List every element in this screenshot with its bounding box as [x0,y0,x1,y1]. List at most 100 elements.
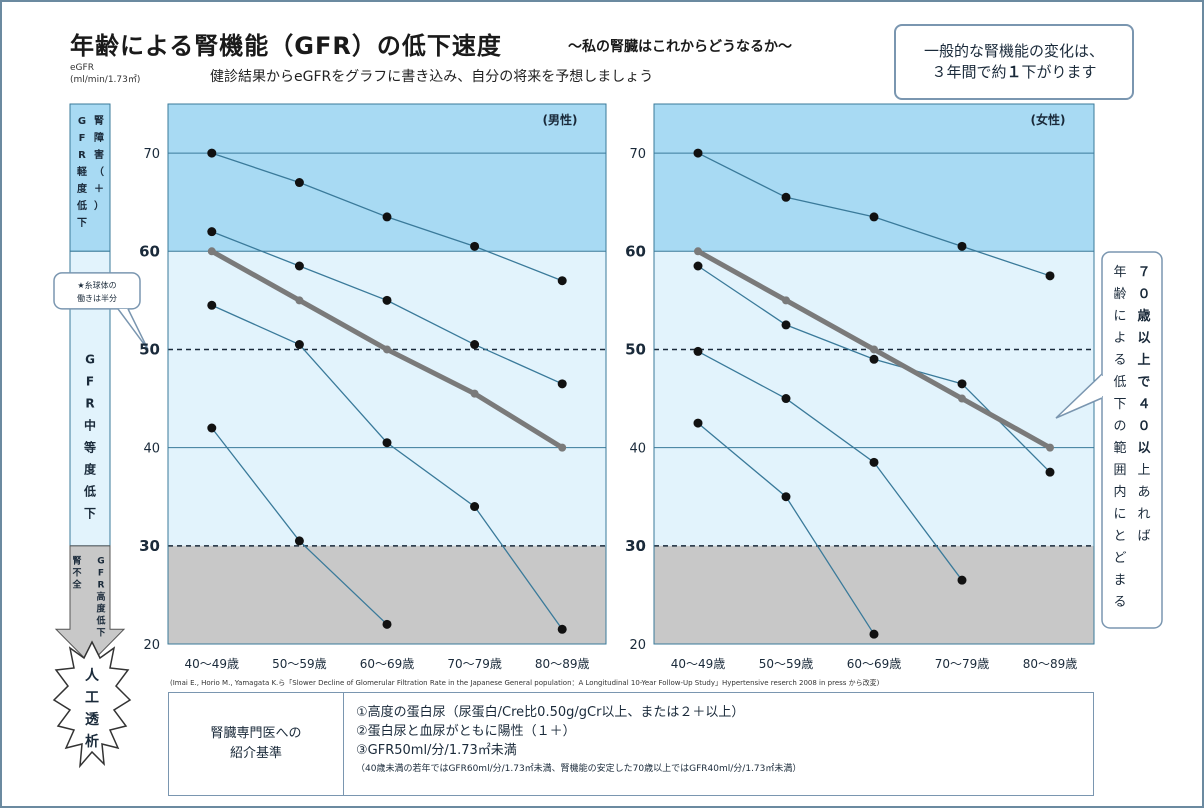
data-point [557,276,567,286]
band-0 [168,104,606,252]
page-title: 年齢による腎機能（GFR）の低下速度 [70,32,502,60]
data-point [207,148,217,158]
data-point [557,379,567,389]
data-point [869,457,879,467]
data-point [781,394,791,404]
rate-callout: 一般的な腎機能の変化は、 ３年間で約１下がります [894,24,1134,100]
data-point [557,624,567,634]
average-point [295,296,304,305]
average-point [782,296,790,305]
data-point [470,502,480,512]
criteria-item-2: ②蛋白尿と血尿がともに陽性（１＋） [356,724,576,739]
band-1 [654,251,1094,546]
half-function-note-line1: ★糸球体の [77,280,116,290]
callout-line2: ３年間で約１下がります [896,62,1132,83]
criteria-item-1: ①高度の蛋白尿（尿蛋白/Cre比0.50g/gCr以上、または２＋以上） [356,705,745,720]
data-point [382,438,392,448]
data-point [693,346,703,356]
right-note-col2: 年齢による低下の範囲内にとどまる [1113,265,1126,610]
band-1 [168,251,606,546]
y-tick-label: 30 [625,537,646,555]
data-point [957,379,967,389]
data-point [781,192,791,202]
x-tick-label: 80～89歳 [535,657,590,671]
y-unit-label: eGFR (ml/min/1.73㎡) [70,62,140,86]
y-unit-line2: (ml/min/1.73㎡) [70,75,141,85]
y-tick-label: 30 [139,537,160,555]
average-point [383,345,391,354]
half-function-note-line2: 働きは半分 [77,293,117,303]
chart-female: 20 30 40 50 60 70 40～49歳 50～59歳 60～69歳 70～79歳 80～8… [625,103,1095,671]
x-tick-label: 50～59歳 [272,657,327,671]
plot-frame [167,103,607,645]
callout-line2-b: １ [1006,63,1022,81]
band-2 [654,545,1094,644]
data-point [869,354,879,364]
chart-male: 20 30 40 50 60 70 40～49歳 50～59歳 60～69歳 70～79歳 80～8… [139,103,607,671]
callout-line2-c: 下がります [1021,63,1097,81]
average-point [870,345,878,354]
right-note-pointer [1055,373,1103,419]
data-point [382,212,392,222]
data-point [693,261,703,271]
data-point [294,261,304,271]
y-tick-label: 60 [625,242,646,260]
chart-title: (男性) [543,112,578,127]
y-tick-label: 20 [629,638,646,653]
data-point [781,320,791,330]
data-point [869,212,879,222]
scale-mild-sub-label: 腎障害（＋） [94,115,104,212]
callout-line2-a: ３年間で約 [931,63,1007,81]
average-point [470,389,479,398]
scale-severe-arrow [54,545,126,665]
referral-criteria-box: 腎臓専門医への 紹介基準 ①高度の蛋白尿（尿蛋白/Cre比0.50g/gCr以上… [168,692,1094,796]
x-tick-label: 60～69歳 [360,657,415,671]
data-point [470,241,480,251]
x-tick-label: 40～49歳 [185,657,240,671]
data-point [1045,271,1055,281]
x-tick-label: 70～79歳 [935,657,990,671]
average-point [694,247,702,256]
callout-line1: 一般的な腎機能の変化は、 [923,42,1104,60]
reference-text: (Imai E., Horio M., Yamagata K.ら「Slower … [170,679,880,687]
criteria-label: 腎臓専門医への 紹介基準 [169,693,344,795]
average-point [207,247,216,256]
data-point [781,492,791,502]
data-point [1045,467,1055,477]
right-note-box [1101,251,1163,629]
y-tick-label: 20 [143,638,160,653]
criteria-item-4: （40歳未満の若年ではGFR60ml/分/1.73㎡未満、腎機能の安定した70歳… [356,764,802,774]
band-0 [654,104,1094,252]
page-subtitle: 健診結果からeGFRをグラフに書き込み、自分の将来を予想しましょう [210,69,654,85]
dialysis-text: 人工透析 [85,667,100,750]
data-point [470,340,480,350]
data-point [382,619,392,629]
y-tick-label: 60 [139,242,160,260]
data-point [207,300,217,310]
band-2 [168,545,606,644]
y-tick-label: 40 [143,442,160,457]
x-tick-label: 50～59歳 [759,657,814,671]
x-tick-label: 70～79歳 [447,657,502,671]
scale-severe-label: G F R 高度低下 [95,557,106,639]
plot-frame [653,103,1095,645]
y-tick-label: 50 [625,340,646,358]
half-function-note-box [53,272,141,310]
data-point [693,418,703,428]
dialysis-burst: 人工透析 [52,640,132,769]
data-point [693,148,703,158]
average-point [958,394,966,403]
dialysis-burst-shape [52,640,132,769]
scale-moderate-label: G F R 中等度低下 [83,352,97,520]
data-point [382,295,392,305]
average-point [1046,443,1054,452]
half-function-note-pointer [117,308,149,350]
criteria-body: ①高度の蛋白尿（尿蛋白/Cre比0.50g/gCr以上、または２＋以上） ②蛋白… [344,693,801,795]
data-point [207,423,217,433]
x-tick-label: 80～89歳 [1023,657,1078,671]
x-tick-label: 60～69歳 [847,657,902,671]
x-tick-label: 40～49歳 [671,657,726,671]
scale-mild-band [69,103,111,252]
